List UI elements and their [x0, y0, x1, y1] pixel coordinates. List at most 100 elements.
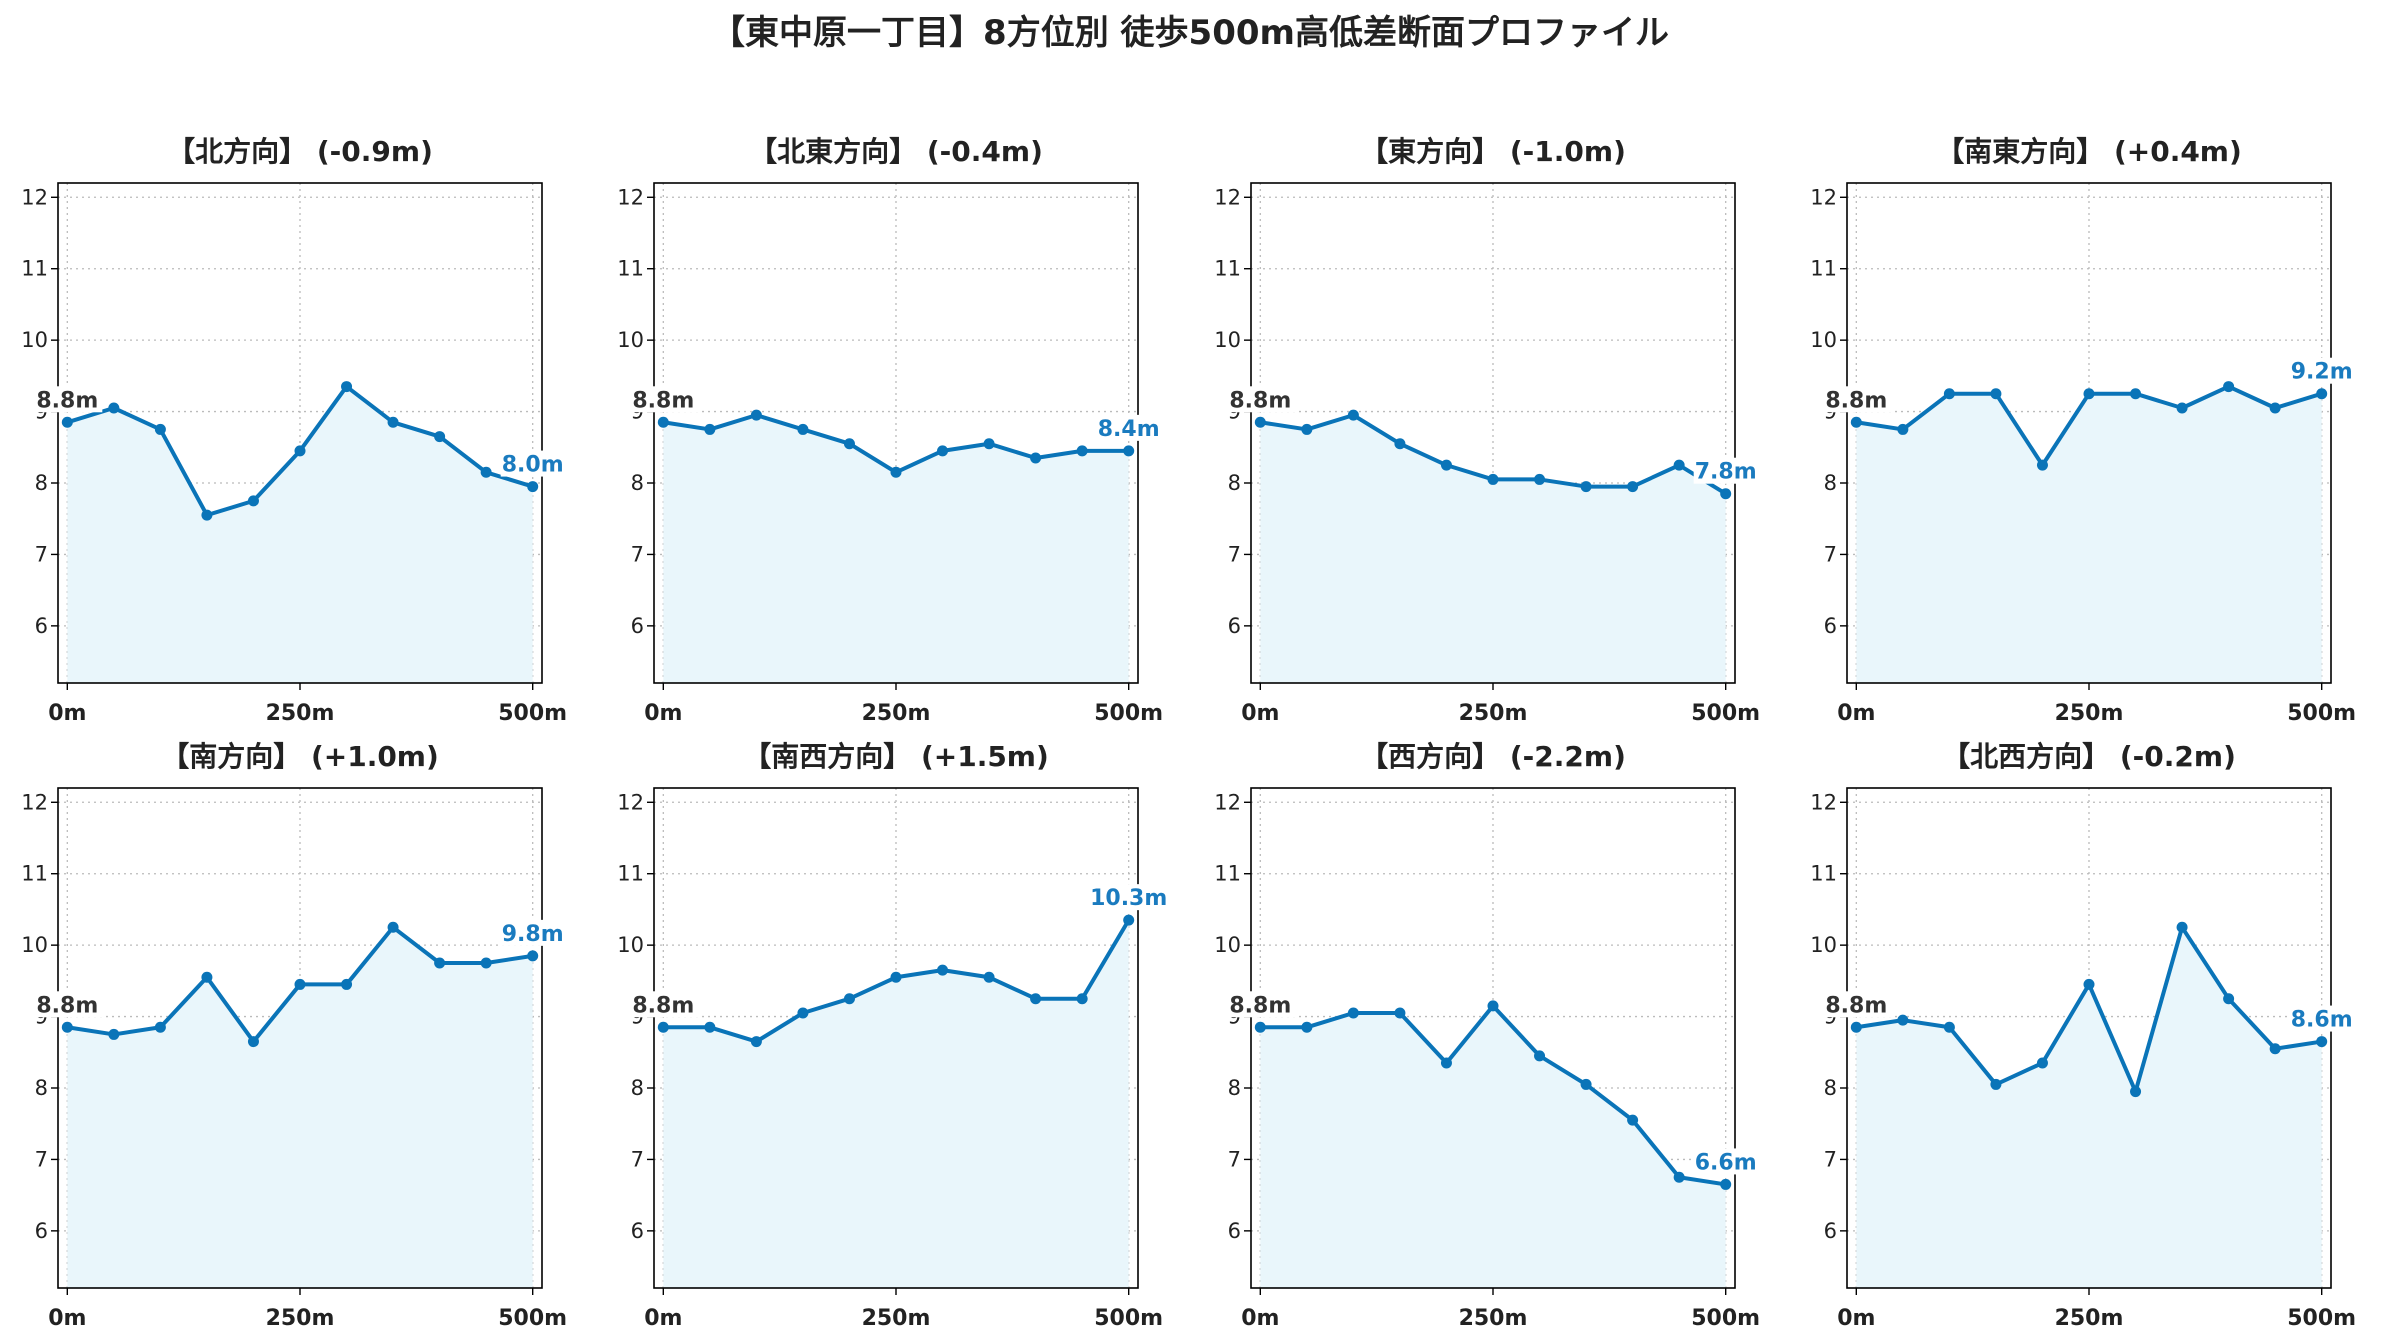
- x-tick-label: 0m: [1837, 701, 1875, 726]
- data-point: [1254, 1021, 1266, 1033]
- start-label-bg: [1225, 991, 1296, 1018]
- data-point: [2316, 1036, 2328, 1048]
- data-point: [1534, 1050, 1546, 1062]
- data-point: [480, 957, 492, 969]
- panel-8: 【北西方向】 (-0.2m)67891011120m250m500m8.8m8.…: [1810, 740, 2356, 1331]
- data-point: [2269, 402, 2281, 414]
- data-point: [434, 957, 446, 969]
- y-tick-label: 11: [21, 862, 48, 886]
- y-tick-label: 6: [1824, 1219, 1837, 1243]
- data-point: [1627, 1114, 1639, 1126]
- data-point: [61, 416, 73, 428]
- y-tick-label: 6: [1824, 614, 1837, 638]
- end-elevation-label: 6.6m: [1695, 1150, 1757, 1175]
- data-point: [294, 445, 306, 457]
- data-point: [890, 466, 902, 478]
- start-label-bg: [628, 386, 699, 413]
- panel-title: 【南西方向】 (+1.5m): [743, 740, 1049, 773]
- y-tick-label: 8: [35, 1076, 48, 1100]
- data-point: [1440, 459, 1452, 471]
- x-tick-label: 500m: [498, 701, 567, 726]
- data-point: [201, 509, 213, 521]
- end-elevation-label: 9.2m: [2291, 360, 2353, 385]
- data-point: [1673, 1171, 1685, 1183]
- y-tick-label: 8: [35, 471, 48, 495]
- x-tick-label: 250m: [266, 701, 335, 726]
- data-point: [983, 438, 995, 450]
- x-tick-label: 250m: [1459, 1306, 1528, 1331]
- x-tick-label: 0m: [1837, 1306, 1875, 1331]
- y-tick-label: 6: [1228, 614, 1241, 638]
- y-tick-label: 8: [631, 1076, 644, 1100]
- start-label-bg: [32, 386, 103, 413]
- data-point: [1123, 914, 1135, 926]
- panel-title: 【北方向】 (-0.9m): [167, 135, 433, 168]
- x-tick-label: 0m: [644, 1306, 682, 1331]
- data-point: [983, 971, 995, 983]
- data-point: [750, 409, 762, 421]
- data-point: [1254, 416, 1266, 428]
- panel-title: 【西方向】 (-2.2m): [1360, 740, 1626, 773]
- data-point: [2176, 402, 2188, 414]
- y-tick-label: 8: [1228, 1076, 1241, 1100]
- end-elevation-label: 8.6m: [2291, 1008, 2353, 1033]
- data-point: [1394, 438, 1406, 450]
- data-point: [1534, 473, 1546, 485]
- data-point: [1990, 1078, 2002, 1090]
- x-tick-label: 500m: [1094, 701, 1163, 726]
- end-label-bg: [500, 450, 565, 477]
- x-tick-label: 500m: [1094, 1306, 1163, 1331]
- data-point: [480, 466, 492, 478]
- start-elevation-label: 8.8m: [36, 388, 98, 413]
- area-fill: [663, 920, 1129, 1288]
- end-label-bg: [2289, 1005, 2354, 1032]
- x-tick-label: 250m: [2055, 701, 2124, 726]
- x-tick-label: 500m: [2287, 1306, 2356, 1331]
- x-tick-label: 250m: [862, 701, 931, 726]
- y-tick-label: 11: [1810, 257, 1837, 281]
- y-tick-label: 8: [1824, 1076, 1837, 1100]
- data-point: [1673, 459, 1685, 471]
- x-tick-label: 500m: [2287, 701, 2356, 726]
- data-point: [797, 1007, 809, 1019]
- data-point: [657, 1021, 669, 1033]
- start-label-bg: [1821, 386, 1892, 413]
- data-point: [108, 1028, 120, 1040]
- data-point: [1076, 993, 1088, 1005]
- y-tick-label: 6: [35, 614, 48, 638]
- panel-2: 【北東方向】 (-0.4m)67891011120m250m500m8.8m8.…: [617, 135, 1163, 726]
- data-point: [1580, 1078, 1592, 1090]
- x-tick-label: 0m: [48, 1306, 86, 1331]
- data-point: [1394, 1007, 1406, 1019]
- data-point: [1850, 416, 1862, 428]
- start-label-bg: [32, 991, 103, 1018]
- y-tick-label: 12: [617, 185, 644, 209]
- x-tick-label: 250m: [266, 1306, 335, 1331]
- start-label-bg: [1225, 386, 1296, 413]
- data-point: [704, 1021, 716, 1033]
- panel-title: 【南東方向】 (+0.4m): [1936, 135, 2242, 168]
- data-point: [843, 993, 855, 1005]
- y-tick-label: 7: [35, 1147, 48, 1171]
- data-point: [434, 431, 446, 443]
- y-tick-label: 12: [1810, 790, 1837, 814]
- y-tick-label: 7: [631, 1147, 644, 1171]
- y-tick-label: 10: [1810, 933, 1837, 957]
- data-point: [2130, 388, 2142, 400]
- y-tick-label: 8: [1228, 471, 1241, 495]
- area-fill: [67, 927, 533, 1288]
- start-elevation-label: 8.8m: [1825, 993, 1887, 1018]
- data-point: [341, 978, 353, 990]
- panel-6: 【南西方向】 (+1.5m)67891011120m250m500m8.8m10…: [617, 740, 1168, 1331]
- y-tick-label: 12: [21, 790, 48, 814]
- data-point: [1487, 1000, 1499, 1012]
- x-tick-label: 250m: [1459, 701, 1528, 726]
- y-tick-label: 11: [1214, 862, 1241, 886]
- y-tick-label: 7: [1228, 1147, 1241, 1171]
- data-point: [1720, 488, 1732, 500]
- start-elevation-label: 8.8m: [1825, 388, 1887, 413]
- panel-7: 【西方向】 (-2.2m)67891011120m250m500m8.8m6.6…: [1214, 740, 1760, 1331]
- start-elevation-label: 8.8m: [1229, 993, 1291, 1018]
- y-tick-label: 11: [1810, 862, 1837, 886]
